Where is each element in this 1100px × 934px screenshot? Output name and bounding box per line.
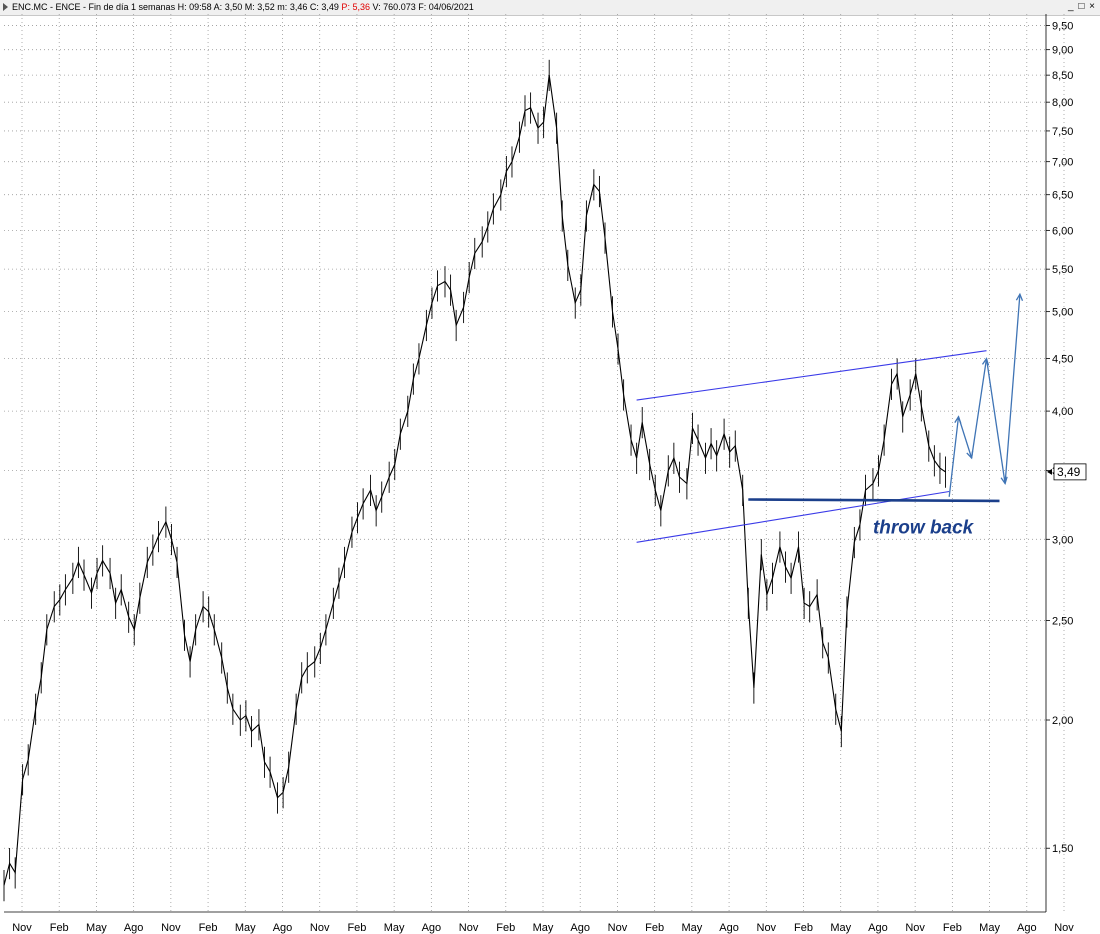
title-v-value: 760.073 [383, 2, 416, 12]
title-p-label: P [341, 2, 348, 12]
title-min-label: m: [277, 2, 288, 12]
x-tick-label: Feb [645, 922, 664, 934]
title-c-value: 3,49 [321, 2, 339, 12]
x-tick-label: Feb [496, 922, 515, 934]
x-tick-label: Nov [1054, 922, 1074, 934]
x-tick-label: Feb [199, 922, 218, 934]
y-tick-label: 3,00 [1052, 534, 1073, 546]
upper-channel-line [636, 350, 987, 401]
title-c-label: C: [309, 2, 319, 12]
window-menu-icon[interactable] [3, 3, 8, 11]
last-value-pointer [1047, 468, 1052, 475]
y-tick-label: 2,50 [1052, 616, 1073, 628]
y-tick-label: 9,00 [1052, 45, 1073, 57]
title-min-value: 3,46 [289, 2, 308, 12]
x-tick-label: May [235, 922, 256, 934]
y-tick-label: 7,50 [1052, 126, 1073, 138]
y-tick-label: 8,00 [1052, 97, 1073, 109]
y-tick-label: 6,00 [1052, 225, 1073, 237]
y-tick-label: 7,00 [1052, 157, 1073, 169]
x-tick-label: Nov [459, 922, 479, 934]
trend-lines [636, 292, 1024, 543]
x-tick-label: May [533, 922, 554, 934]
x-tick-label: Ago [719, 922, 739, 934]
y-tick-label: 4,50 [1052, 354, 1073, 366]
projection-arrowhead [1015, 292, 1024, 301]
y-tick-label: 6,50 [1052, 190, 1073, 202]
x-tick-label: Feb [347, 922, 366, 934]
y-tick-label: 5,50 [1052, 264, 1073, 276]
x-tick-label: Ago [868, 922, 888, 934]
title-name: ENCE [55, 2, 81, 12]
x-tick-label: Ago [1017, 922, 1037, 934]
title-v-label: V: [372, 2, 381, 12]
y-tick-label: 4,00 [1052, 406, 1073, 418]
x-tick-label: Ago [570, 922, 590, 934]
y-tick-label: 9,50 [1052, 21, 1073, 33]
window-title: ENC.MC - ENCE - Fin de día 1 semanas H: … [12, 2, 474, 12]
x-tick-label: May [384, 922, 405, 934]
window-titlebar[interactable]: ENC.MC - ENCE - Fin de día 1 semanas H: … [0, 0, 1100, 16]
x-tick-label: Nov [12, 922, 32, 934]
x-tick-label: Feb [794, 922, 813, 934]
x-tick-label: May [681, 922, 702, 934]
title-a-value: 3,50 [224, 2, 243, 12]
chart-grid [4, 14, 1065, 913]
x-tick-label: Nov [608, 922, 628, 934]
title-h-value: 09:58 [189, 2, 212, 12]
x-tick-label: May [979, 922, 1000, 934]
x-tick-label: Nov [905, 922, 925, 934]
x-tick-label: Ago [273, 922, 293, 934]
title-period: Fin de día 1 semanas [88, 2, 176, 12]
title-m-label: M: [244, 2, 255, 12]
x-tick-label: Nov [161, 922, 181, 934]
title-symbol: ENC.MC [12, 2, 48, 12]
x-tick-label: Ago [124, 922, 144, 934]
x-tick-label: Feb [943, 922, 962, 934]
title-p-value: : 5,36 [347, 2, 370, 12]
x-tick-label: Nov [310, 922, 330, 934]
projection-arrowhead [1000, 476, 1008, 485]
y-tick-label: 2,00 [1052, 715, 1073, 727]
x-tick-label: Ago [422, 922, 442, 934]
annotations: throw back 3,49 [873, 463, 1087, 538]
price-series [3, 59, 946, 902]
projection-arrowhead [966, 451, 974, 460]
projection-path [948, 294, 1021, 497]
y-tick-label: 5,00 [1052, 307, 1073, 319]
support-line [748, 498, 1000, 503]
window-control-buttons[interactable]: _ □ × [1068, 1, 1096, 12]
x-tick-label: May [86, 922, 107, 934]
title-a-label: A: [213, 2, 223, 12]
x-tick-label: May [830, 922, 851, 934]
title-h-label: H: [177, 2, 187, 12]
title-m-value: 3,52 [257, 2, 275, 12]
x-tick-label: Nov [757, 922, 777, 934]
last-value-label: 3,49 [1057, 465, 1081, 479]
projection-arrowhead [954, 415, 962, 424]
x-axis: Nov Feb May Ago Nov Feb May Ago Nov Feb May Ago Nov F… [12, 922, 1074, 934]
y-tick-label: 8,50 [1052, 70, 1073, 82]
throw-back-annotation: throw back [873, 517, 975, 538]
title-f-value: 04/06/2021 [428, 2, 474, 12]
title-f-label: F: [418, 2, 427, 12]
x-tick-label: Feb [50, 922, 69, 934]
last-value-box [1053, 463, 1087, 481]
price-line [3, 75, 946, 886]
projection-arrowhead [981, 357, 990, 366]
y-axis: 9,50 9,00 8,50 8,00 7,50 7,00 6,50 6,00 5,50 5,00… [1046, 21, 1073, 855]
y-tick-label: 1,50 [1052, 843, 1073, 855]
